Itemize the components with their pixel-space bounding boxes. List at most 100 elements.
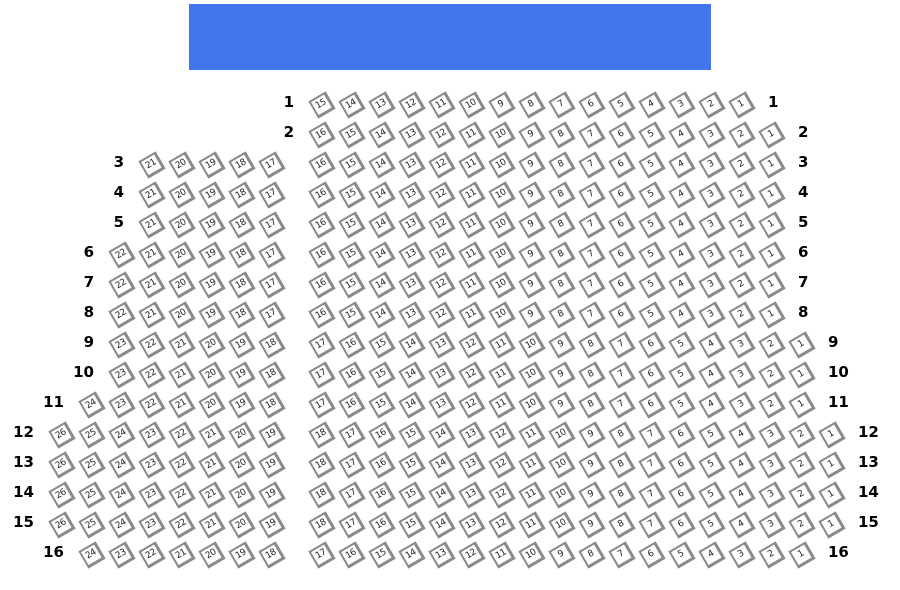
- seat-row-8-right-2[interactable]: 2: [728, 301, 756, 329]
- seat-row-3-right-6[interactable]: 6: [608, 151, 636, 179]
- seat-row-4-right-1[interactable]: 1: [758, 181, 786, 209]
- seat-row-13-right-17[interactable]: 17: [338, 451, 366, 479]
- seat-row-10-left-21[interactable]: 21: [168, 361, 196, 389]
- seat-row-13-right-15[interactable]: 15: [398, 451, 426, 479]
- seat-row-2-right-4[interactable]: 4: [668, 121, 696, 149]
- seat-row-13-right-2[interactable]: 2: [788, 451, 816, 479]
- seat-row-13-right-1[interactable]: 1: [818, 451, 846, 479]
- seat-row-8-right-13[interactable]: 13: [398, 301, 426, 329]
- seat-row-15-right-13[interactable]: 13: [458, 511, 486, 539]
- seat-row-14-left-22[interactable]: 22: [168, 481, 196, 509]
- seat-row-11-right-11[interactable]: 11: [488, 391, 516, 419]
- seat-row-8-right-6[interactable]: 6: [608, 301, 636, 329]
- seat-row-10-left-19[interactable]: 19: [228, 361, 256, 389]
- seat-row-13-right-3[interactable]: 3: [758, 451, 786, 479]
- seat-row-5-right-14[interactable]: 14: [368, 211, 396, 239]
- seat-row-9-left-20[interactable]: 20: [198, 331, 226, 359]
- seat-row-16-left-19[interactable]: 19: [228, 541, 256, 569]
- seat-row-14-right-18[interactable]: 18: [308, 481, 336, 509]
- seat-row-16-right-9[interactable]: 9: [548, 541, 576, 569]
- seat-row-16-right-16[interactable]: 16: [338, 541, 366, 569]
- seat-row-14-right-11[interactable]: 11: [518, 481, 546, 509]
- seat-row-15-left-26[interactable]: 26: [48, 511, 76, 539]
- seat-row-14-right-5[interactable]: 5: [698, 481, 726, 509]
- seat-row-5-right-6[interactable]: 6: [608, 211, 636, 239]
- seat-row-5-right-16[interactable]: 16: [308, 211, 336, 239]
- seat-row-15-left-22[interactable]: 22: [168, 511, 196, 539]
- seat-row-3-left-17[interactable]: 17: [258, 151, 286, 179]
- seat-row-10-right-11[interactable]: 11: [488, 361, 516, 389]
- seat-row-7-right-3[interactable]: 3: [698, 271, 726, 299]
- seat-row-4-left-20[interactable]: 20: [168, 181, 196, 209]
- seat-row-6-left-22[interactable]: 22: [108, 241, 136, 269]
- seat-row-12-right-14[interactable]: 14: [428, 421, 456, 449]
- seat-row-2-right-13[interactable]: 13: [398, 121, 426, 149]
- seat-row-8-left-21[interactable]: 21: [138, 301, 166, 329]
- seat-row-13-right-16[interactable]: 16: [368, 451, 396, 479]
- seat-row-10-left-18[interactable]: 18: [258, 361, 286, 389]
- seat-row-15-left-19[interactable]: 19: [258, 511, 286, 539]
- seat-row-10-right-6[interactable]: 6: [638, 361, 666, 389]
- seat-row-7-right-9[interactable]: 9: [518, 271, 546, 299]
- seat-row-13-right-10[interactable]: 10: [548, 451, 576, 479]
- seat-row-8-right-12[interactable]: 12: [428, 301, 456, 329]
- seat-row-6-right-4[interactable]: 4: [668, 241, 696, 269]
- seat-row-6-right-9[interactable]: 9: [518, 241, 546, 269]
- seat-row-6-right-16[interactable]: 16: [308, 241, 336, 269]
- seat-row-1-right-5[interactable]: 5: [608, 91, 636, 119]
- seat-row-4-right-8[interactable]: 8: [548, 181, 576, 209]
- seat-row-3-right-5[interactable]: 5: [638, 151, 666, 179]
- seat-row-4-right-16[interactable]: 16: [308, 181, 336, 209]
- seat-row-4-right-12[interactable]: 12: [428, 181, 456, 209]
- seat-row-13-right-18[interactable]: 18: [308, 451, 336, 479]
- seat-row-13-left-20[interactable]: 20: [228, 451, 256, 479]
- seat-row-6-right-14[interactable]: 14: [368, 241, 396, 269]
- seat-row-5-left-18[interactable]: 18: [228, 211, 256, 239]
- seat-row-12-right-8[interactable]: 8: [608, 421, 636, 449]
- seat-row-6-right-6[interactable]: 6: [608, 241, 636, 269]
- seat-row-15-right-17[interactable]: 17: [338, 511, 366, 539]
- seat-row-9-left-23[interactable]: 23: [108, 331, 136, 359]
- seat-row-7-right-15[interactable]: 15: [338, 271, 366, 299]
- seat-row-7-left-19[interactable]: 19: [198, 271, 226, 299]
- seat-row-13-right-5[interactable]: 5: [698, 451, 726, 479]
- seat-row-11-right-16[interactable]: 16: [338, 391, 366, 419]
- seat-row-6-right-12[interactable]: 12: [428, 241, 456, 269]
- seat-row-7-left-17[interactable]: 17: [258, 271, 286, 299]
- seat-row-6-right-7[interactable]: 7: [578, 241, 606, 269]
- seat-row-15-right-9[interactable]: 9: [578, 511, 606, 539]
- seat-row-16-right-15[interactable]: 15: [368, 541, 396, 569]
- seat-row-8-right-5[interactable]: 5: [638, 301, 666, 329]
- seat-row-3-right-12[interactable]: 12: [428, 151, 456, 179]
- seat-row-4-right-6[interactable]: 6: [608, 181, 636, 209]
- seat-row-12-left-25[interactable]: 25: [78, 421, 106, 449]
- seat-row-9-right-9[interactable]: 9: [548, 331, 576, 359]
- seat-row-3-right-3[interactable]: 3: [698, 151, 726, 179]
- seat-row-14-right-13[interactable]: 13: [458, 481, 486, 509]
- seat-row-3-right-8[interactable]: 8: [548, 151, 576, 179]
- seat-row-16-left-22[interactable]: 22: [138, 541, 166, 569]
- seat-row-11-right-12[interactable]: 12: [458, 391, 486, 419]
- seat-row-7-left-22[interactable]: 22: [108, 271, 136, 299]
- seat-row-13-right-12[interactable]: 12: [488, 451, 516, 479]
- seat-row-9-right-12[interactable]: 12: [458, 331, 486, 359]
- seat-row-10-right-9[interactable]: 9: [548, 361, 576, 389]
- seat-row-16-left-18[interactable]: 18: [258, 541, 286, 569]
- seat-row-14-right-3[interactable]: 3: [758, 481, 786, 509]
- seat-row-4-right-4[interactable]: 4: [668, 181, 696, 209]
- seat-row-10-right-13[interactable]: 13: [428, 361, 456, 389]
- seat-row-2-right-15[interactable]: 15: [338, 121, 366, 149]
- seat-row-16-right-10[interactable]: 10: [518, 541, 546, 569]
- seat-row-15-left-24[interactable]: 24: [108, 511, 136, 539]
- seat-row-11-right-13[interactable]: 13: [428, 391, 456, 419]
- seat-row-14-right-7[interactable]: 7: [638, 481, 666, 509]
- seat-row-14-left-24[interactable]: 24: [108, 481, 136, 509]
- seat-row-9-right-14[interactable]: 14: [398, 331, 426, 359]
- seat-row-3-left-21[interactable]: 21: [138, 151, 166, 179]
- seat-row-12-left-26[interactable]: 26: [48, 421, 76, 449]
- seat-row-8-right-16[interactable]: 16: [308, 301, 336, 329]
- seat-row-4-right-15[interactable]: 15: [338, 181, 366, 209]
- seat-row-5-left-20[interactable]: 20: [168, 211, 196, 239]
- seat-row-16-left-20[interactable]: 20: [198, 541, 226, 569]
- seat-row-8-left-17[interactable]: 17: [258, 301, 286, 329]
